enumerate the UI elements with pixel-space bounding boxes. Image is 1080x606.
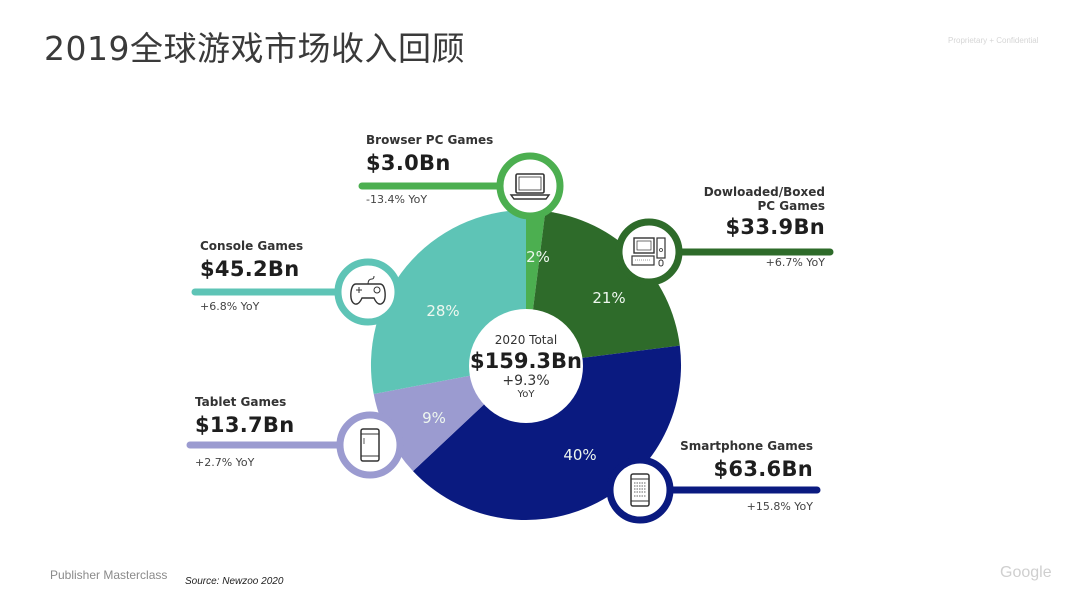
segment-value: $33.9Bn (725, 215, 825, 239)
segment-value: $3.0Bn (366, 151, 451, 175)
percent-console: 28% (426, 302, 460, 320)
laptop-icon (496, 152, 564, 220)
label-browser-pc: Browser PC Games $3.0Bn -13.4% YoY (366, 133, 493, 206)
confidential-label: Proprietary + Confidential (948, 36, 1039, 45)
label-smartphone: Smartphone Games $63.6Bn +15.8% YoY (660, 439, 813, 513)
footer-publisher-masterclass: Publisher Masterclass (50, 568, 168, 582)
segment-name-line2: PC Games (757, 199, 825, 213)
google-logo: Google (1000, 564, 1052, 581)
total-label: 2020 Total (494, 333, 558, 347)
segment-value: $13.7Bn (195, 413, 295, 437)
segment-yoy: +15.8% YoY (746, 500, 813, 513)
source-note: Source: Newzoo 2020 (185, 576, 284, 587)
total-summary: 2020 Total $159.3Bn +9.3% YoY (469, 333, 583, 400)
label-downloaded-pc: Dowloaded/Boxed PC Games $33.9Bn +6.7% Y… (660, 185, 825, 269)
segment-name: Console Games (200, 239, 304, 253)
segment-yoy: -13.4% YoY (366, 193, 428, 206)
page-title: 2019全球游戏市场收入回顾 (44, 29, 465, 68)
desktop-computer-icon (615, 218, 683, 286)
tablet-icon (336, 411, 404, 479)
segment-name-line1: Dowloaded/Boxed (703, 185, 825, 199)
total-value: $159.3Bn (470, 349, 582, 373)
percent-downloaded-pc: 21% (592, 289, 626, 307)
smartphone-icon (606, 456, 674, 524)
segment-yoy: +6.7% YoY (765, 256, 825, 269)
percent-tablet: 9% (422, 409, 446, 427)
percent-smartphone: 40% (563, 446, 597, 464)
segment-name: Browser PC Games (366, 133, 494, 147)
donut-hole (469, 309, 583, 423)
total-growth-unit: YoY (517, 389, 535, 400)
segment-value: $45.2Bn (200, 257, 300, 281)
segment-name: Tablet Games (195, 395, 287, 409)
segment-yoy: +6.8% YoY (200, 300, 260, 313)
segment-name: Smartphone Games (680, 439, 813, 453)
label-tablet: Tablet Games $13.7Bn +2.7% YoY (195, 395, 294, 469)
segment-value: $63.6Bn (713, 457, 813, 481)
segment-yoy: +2.7% YoY (195, 456, 255, 469)
total-growth: +9.3% (502, 373, 550, 389)
percent-browser-pc: 2% (526, 248, 550, 266)
gamepad-icon (334, 258, 402, 326)
label-console: Console Games $45.2Bn +6.8% YoY (200, 239, 303, 313)
